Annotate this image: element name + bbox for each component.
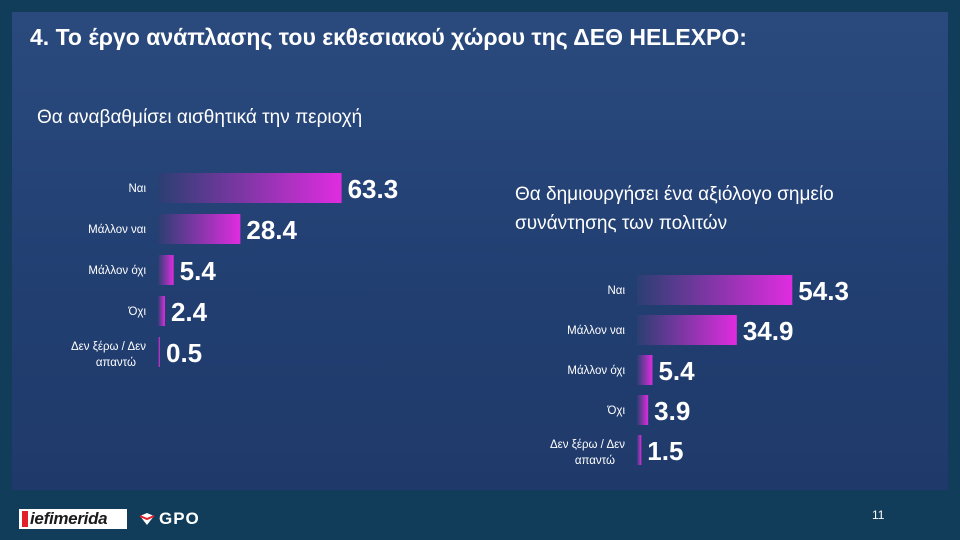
category-label: Όχι (607, 405, 626, 417)
value-label: 63.3 (348, 174, 399, 204)
category-label: Ναι (128, 183, 146, 195)
chart-left: Ναι 63.3 Μάλλον ναι 28.4 Μάλλον όχι 5.4 Όχι 2.4… (71, 173, 399, 369)
bar-1 (637, 315, 737, 345)
value-label: 2.4 (171, 297, 208, 327)
category-label: Δεν ξέρω / Δεν απαντώ (550, 439, 625, 467)
category-label: Όχι (128, 306, 147, 318)
value-label: 28.4 (246, 215, 297, 245)
value-label: 3.9 (654, 396, 690, 426)
value-label: 34.9 (743, 316, 794, 346)
iefimerida-logo-text: iefimerida (30, 509, 108, 528)
bar-4 (637, 435, 642, 465)
logo-mark-icon (22, 511, 28, 527)
gpo-logo-text: GPO (159, 509, 200, 528)
category-label: Ναι (607, 285, 625, 297)
slide-panel (12, 12, 948, 490)
gpo-logo: GPO (139, 509, 200, 529)
category-label: Μάλλον όχι (567, 365, 625, 377)
page-number: 11 (872, 508, 885, 522)
chart-left-title: Θα αναβαθμίσει αισθητικά την περιοχή (37, 107, 363, 128)
value-label: 5.4 (180, 256, 217, 286)
value-label: 54.3 (798, 276, 849, 306)
iefimerida-logo: iefimerida (19, 509, 127, 529)
category-label: Μάλλον ναι (88, 224, 146, 236)
bar-2 (158, 255, 174, 285)
category-label: Μάλλον ναι (567, 325, 625, 337)
chart-right: Ναι 54.3 Μάλλον ναι 34.9 Μάλλον όχι 5.4 Όχι 3.9… (550, 275, 849, 467)
bar-0 (637, 275, 793, 305)
value-label: 0.5 (166, 338, 202, 368)
value-label: 1.5 (647, 436, 683, 466)
value-label: 5.4 (658, 356, 695, 386)
bar-3 (637, 395, 649, 425)
gpo-mark-icon (139, 513, 155, 525)
category-label: Δεν ξέρω / Δεν απαντώ (71, 341, 146, 369)
category-label: Μάλλον όχι (88, 265, 146, 277)
bar-2 (637, 355, 653, 385)
chart-right-title: Θα δημιουργήσει ένα αξιόλογο σημείο συνά… (515, 184, 834, 234)
footer-bar (0, 490, 960, 540)
slide-title: 4. Το έργο ανάπλασης του εκθεσιακού χώρο… (30, 24, 747, 50)
bar-0 (158, 173, 342, 203)
bar-3 (158, 296, 165, 326)
bar-1 (158, 214, 241, 244)
bar-4 (158, 337, 160, 367)
